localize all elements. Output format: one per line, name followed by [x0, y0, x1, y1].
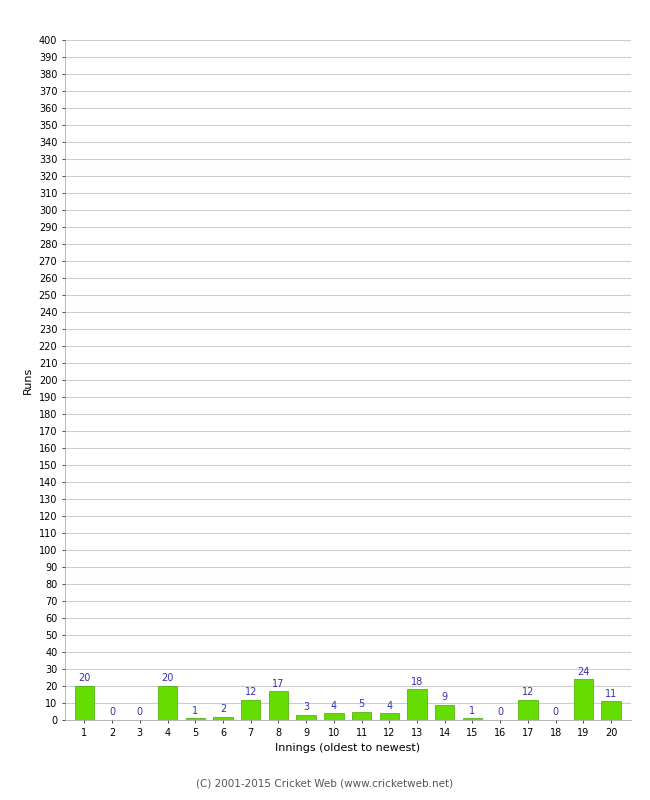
Bar: [435, 705, 454, 720]
Text: 24: 24: [577, 666, 590, 677]
Y-axis label: Runs: Runs: [23, 366, 33, 394]
Text: 3: 3: [303, 702, 309, 712]
Text: 5: 5: [359, 699, 365, 709]
Text: 12: 12: [244, 687, 257, 697]
X-axis label: Innings (oldest to newest): Innings (oldest to newest): [275, 743, 421, 753]
Text: 2: 2: [220, 704, 226, 714]
Bar: [518, 699, 538, 720]
Text: 1: 1: [192, 706, 198, 716]
Bar: [324, 714, 344, 720]
Text: 18: 18: [411, 677, 423, 687]
Text: 9: 9: [442, 692, 448, 702]
Text: 12: 12: [522, 687, 534, 697]
Bar: [296, 715, 316, 720]
Bar: [352, 711, 371, 720]
Text: 0: 0: [109, 707, 115, 718]
Text: 0: 0: [497, 707, 503, 718]
Text: 11: 11: [605, 689, 617, 698]
Text: 4: 4: [331, 701, 337, 710]
Bar: [601, 702, 621, 720]
Text: 1: 1: [469, 706, 476, 716]
Bar: [268, 691, 288, 720]
Bar: [574, 679, 593, 720]
Text: 0: 0: [136, 707, 143, 718]
Bar: [186, 718, 205, 720]
Bar: [463, 718, 482, 720]
Bar: [75, 686, 94, 720]
Bar: [380, 714, 399, 720]
Text: (C) 2001-2015 Cricket Web (www.cricketweb.net): (C) 2001-2015 Cricket Web (www.cricketwe…: [196, 778, 454, 788]
Text: 17: 17: [272, 678, 285, 689]
Bar: [158, 686, 177, 720]
Bar: [408, 690, 427, 720]
Text: 20: 20: [78, 674, 90, 683]
Text: 0: 0: [552, 707, 559, 718]
Bar: [241, 699, 261, 720]
Text: 20: 20: [161, 674, 174, 683]
Text: 4: 4: [386, 701, 393, 710]
Bar: [213, 717, 233, 720]
